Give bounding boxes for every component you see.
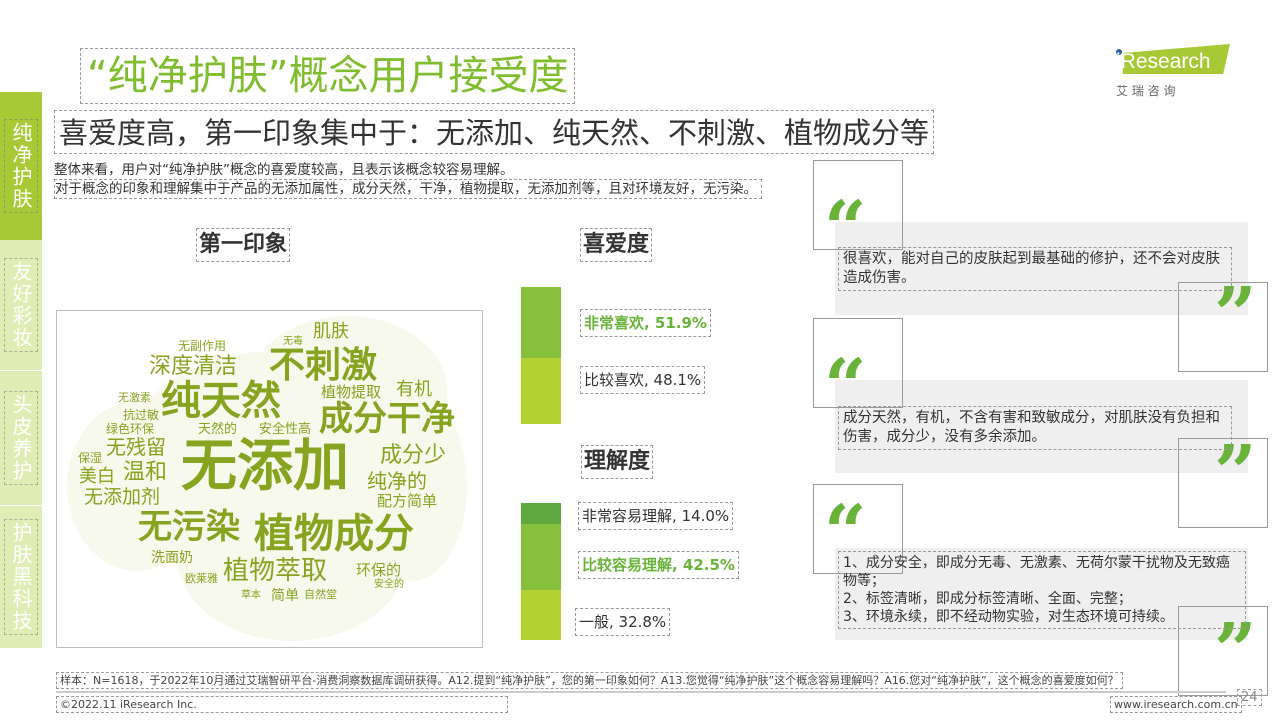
sidebar-item-scalp-care[interactable]: 头皮养护: [0, 371, 42, 505]
word-cloud-term: 无残留: [106, 435, 166, 459]
open-quote-icon: “: [824, 490, 867, 576]
understanding-label-neutral: 一般, 32.8%: [575, 608, 671, 636]
word-cloud: 无添加 纯天然 不刺激成分干净植物成分 无污染 深度清洁植物萃取 成分少 纯净的 无残留 温和美…: [56, 310, 483, 648]
logo-dot: [1116, 49, 1122, 55]
word-cloud-term: 自然堂: [304, 588, 337, 601]
understanding-label-very-easy: 非常容易理解, 14.0%: [578, 502, 734, 530]
word-cloud-term: 无添加: [181, 434, 349, 499]
quote-text: 1、成分安全，即成分无毒、无激素、无荷尔蒙干扰物及无致癌物等； 2、标签清晰，即…: [838, 551, 1246, 629]
summary-line: 对于概念的印象和理解集中于产品的无添加属性，成分天然，干净，植物提取，无添加剂等…: [54, 179, 762, 199]
website-link[interactable]: www.iresearch.com.cn: [1110, 696, 1242, 713]
understanding-heading: 理解度: [581, 445, 654, 479]
sidebar-item-friendly-makeup[interactable]: 友好彩妆: [0, 240, 42, 370]
word-cloud-term: 配方简单: [377, 492, 438, 510]
sample-note: 样本：N=1618，于2022年10月通过艾瑞智研平台-消费洞察数据库调研获得。…: [56, 672, 1123, 689]
word-cloud-term: 安全性高: [259, 422, 312, 437]
bar-segment-1: [521, 524, 561, 590]
word-cloud-term: 温和: [123, 460, 168, 485]
quote-frame: [1178, 282, 1268, 372]
sidebar-item-pure-skincare[interactable]: 纯净护肤: [0, 92, 42, 240]
copyright: ©2022.11 iResearch Inc.: [56, 696, 508, 713]
word-cloud-term: 无激素: [118, 391, 151, 404]
word-cloud-term: 绿色环保: [106, 422, 155, 436]
page-subtitle: 喜爱度高，第一印象集中于：无添加、纯天然、不刺激、植物成分等: [54, 110, 935, 154]
liking-label-somewhat: 比较喜欢, 48.1%: [580, 366, 706, 394]
quote-text: 成分天然，有机，不含有害和致敏成分，对肌肤没有负担和伤害，成分少，没有多余添加。: [838, 406, 1232, 450]
close-quote-icon: ”: [1214, 272, 1257, 358]
word-cloud-term: 不刺激: [269, 345, 378, 386]
word-cloud-term: 植物成分: [254, 511, 414, 557]
word-cloud-term: 纯净的: [367, 469, 427, 493]
logo-cn: 艾 瑞 咨 询: [1116, 84, 1176, 98]
word-cloud-term: 环保的: [356, 561, 402, 579]
word-cloud-term: 无副作用: [178, 339, 227, 353]
close-quote-icon: ”: [1214, 608, 1257, 694]
liking-heading: 喜爱度: [580, 228, 653, 262]
word-cloud-term: 成分干净: [319, 399, 455, 439]
sidebar-item-label: 头皮养护: [4, 391, 38, 485]
word-cloud-term: 无毒: [283, 336, 303, 347]
quote-frame: [813, 484, 903, 574]
quote-card: [835, 548, 1248, 640]
bar-segment-0: [521, 503, 561, 525]
quote-frame: [1178, 606, 1268, 696]
footer-divider: [56, 691, 1226, 693]
word-cloud-term: 肌肤: [313, 321, 349, 342]
word-cloud-term: 保湿: [78, 451, 103, 465]
word-cloud-term: 简单: [271, 588, 299, 604]
word-cloud-term: 纯天然: [161, 378, 281, 424]
sidebar-item-label: 友好彩妆: [4, 258, 38, 352]
logo-brand: iResearch: [1116, 50, 1211, 73]
close-quote-icon: ”: [1214, 430, 1257, 516]
bar-segment-1: [521, 358, 561, 424]
word-cloud-term: 无添加剂: [84, 486, 161, 508]
word-cloud-term: 深度清洁: [149, 354, 238, 379]
page-title: “纯净护肤”概念用户接受度: [80, 48, 576, 104]
sidebar-item-label: 纯净护肤: [4, 119, 38, 213]
word-cloud-term: 无污染: [138, 507, 240, 547]
understanding-label-easy: 比较容易理解, 42.5%: [578, 551, 739, 579]
word-cloud-term: 有机: [396, 379, 432, 400]
quote-card: [835, 380, 1248, 473]
summary-line: 整体来看，用户对“纯净护肤”概念的喜爱度较高，且表示该概念较容易理解。: [54, 162, 514, 178]
quote-frame: [1178, 438, 1268, 528]
word-cloud-term: 欧莱雅: [185, 572, 218, 585]
bar-segment-2: [521, 589, 561, 640]
page-number: 24: [1237, 689, 1262, 706]
first-impression-heading: 第一印象: [196, 228, 291, 262]
open-quote-icon: “: [824, 344, 867, 430]
word-cloud-term: 成分少: [380, 443, 447, 468]
liking-label-very: 非常喜欢, 51.9%: [580, 309, 711, 337]
iresearch-logo: iResearch 艾 瑞 咨 询: [1112, 42, 1232, 98]
understanding-stacked-bar: [521, 503, 561, 640]
bar-segment-0: [521, 287, 561, 359]
open-quote-icon: “: [824, 186, 867, 272]
word-cloud-term: 天然的: [198, 422, 238, 437]
quote-frame: [813, 318, 903, 408]
quote-text: 很喜欢，能对自己的皮肤起到最基础的修护，还不会对皮肤造成伤害。: [838, 247, 1232, 291]
word-cloud-term: 植物提取: [321, 383, 382, 401]
sidebar-item-label: 护肤黑科技: [4, 519, 38, 635]
word-cloud-term: 植物萃取: [223, 556, 328, 586]
word-cloud-term: 美白: [79, 466, 115, 487]
word-cloud-term: 洗面奶: [151, 550, 193, 566]
quote-frame: [813, 160, 903, 250]
word-cloud-term: 安全的: [374, 579, 404, 590]
sidebar-item-skincare-tech[interactable]: 护肤黑科技: [0, 506, 42, 648]
liking-stacked-bar: [521, 287, 561, 424]
word-cloud-term: 抗过敏: [123, 408, 160, 422]
quote-card: [835, 222, 1248, 315]
word-cloud-term: 草本: [241, 590, 261, 601]
